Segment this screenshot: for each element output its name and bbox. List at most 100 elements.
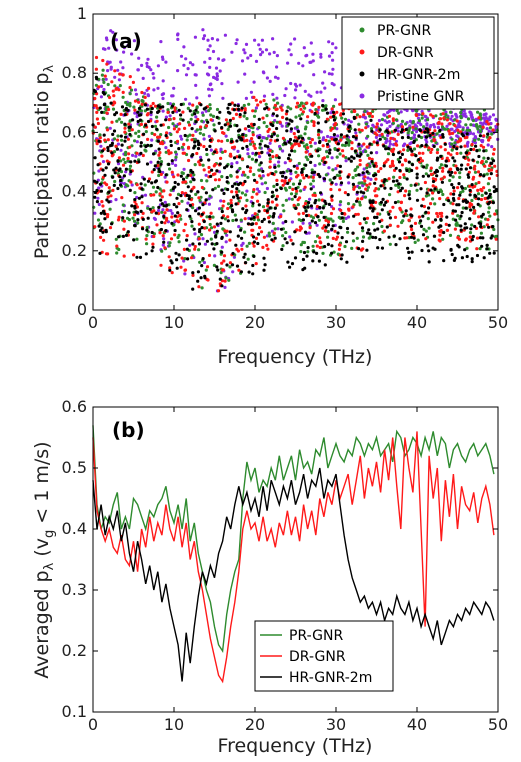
point-a-dr-gnr — [127, 122, 131, 126]
point-a-pr-gnr — [341, 219, 345, 223]
point-a-pr-gnr — [283, 186, 287, 190]
point-a-dr-gnr — [335, 235, 339, 239]
point-a-hr-gnr-2m — [200, 212, 204, 216]
point-a-hr-gnr-2m — [490, 234, 494, 238]
point-a-pr-gnr — [326, 217, 330, 221]
point-a-dr-gnr — [165, 180, 169, 184]
point-a-dr-gnr — [333, 229, 337, 233]
point-a-hr-gnr-2m — [251, 201, 255, 205]
point-a-hr-gnr-2m — [425, 127, 429, 131]
panel-b-xtick-label: 30 — [326, 715, 346, 734]
point-a-dr-gnr — [128, 85, 132, 90]
point-a-dr-gnr — [400, 125, 404, 129]
point-a-pr-gnr — [100, 73, 104, 77]
point-a-pristine-gnr — [130, 183, 134, 187]
point-a-hr-gnr-2m — [442, 230, 446, 235]
point-a-pristine-gnr — [488, 115, 492, 119]
point-a-pr-gnr — [223, 217, 227, 221]
point-a-pr-gnr — [400, 119, 405, 123]
point-a-pr-gnr — [200, 119, 204, 123]
point-a-pr-gnr — [209, 237, 213, 241]
point-a-pr-gnr — [101, 116, 105, 120]
point-a-pristine-gnr — [302, 46, 306, 50]
point-a-hr-gnr-2m — [103, 212, 107, 216]
point-a-pr-gnr — [451, 175, 455, 179]
point-a-pr-gnr — [478, 247, 482, 251]
point-a-dr-gnr — [395, 143, 399, 147]
point-a-pristine-gnr — [194, 73, 198, 77]
point-a-dr-gnr — [360, 196, 364, 201]
point-a-hr-gnr-2m — [293, 256, 298, 260]
panel-a-ytick-label: 0.6 — [62, 122, 87, 141]
point-a-pr-gnr — [458, 217, 462, 221]
point-a-dr-gnr — [415, 113, 419, 118]
point-a-dr-gnr — [190, 138, 194, 142]
point-a-hr-gnr-2m — [275, 182, 279, 187]
point-a-dr-gnr — [427, 146, 431, 150]
point-a-pr-gnr — [439, 163, 443, 167]
point-a-hr-gnr-2m — [426, 244, 430, 248]
point-a-pristine-gnr — [262, 136, 266, 140]
point-a-pr-gnr — [494, 234, 498, 238]
point-a-hr-gnr-2m — [415, 198, 420, 202]
point-a-hr-gnr-2m — [347, 129, 351, 133]
point-a-hr-gnr-2m — [285, 109, 289, 113]
point-a-pr-gnr — [197, 248, 201, 252]
point-a-pr-gnr — [364, 122, 368, 126]
point-a-hr-gnr-2m — [423, 130, 427, 134]
point-a-hr-gnr-2m — [150, 249, 154, 253]
point-a-hr-gnr-2m — [95, 180, 99, 184]
point-a-dr-gnr — [364, 187, 368, 191]
point-a-pristine-gnr — [287, 197, 291, 201]
point-a-hr-gnr-2m — [336, 231, 340, 235]
point-a-pr-gnr — [464, 123, 468, 127]
point-a-hr-gnr-2m — [373, 228, 377, 232]
point-a-hr-gnr-2m — [371, 235, 375, 239]
point-a-dr-gnr — [117, 88, 121, 92]
point-a-hr-gnr-2m — [139, 144, 143, 148]
point-a-pristine-gnr — [243, 51, 247, 55]
point-a-dr-gnr — [122, 219, 126, 223]
point-a-hr-gnr-2m — [203, 274, 207, 278]
point-a-pristine-gnr — [336, 134, 340, 138]
point-a-pr-gnr — [219, 271, 223, 275]
point-a-pr-gnr — [408, 126, 412, 130]
point-a-dr-gnr — [268, 149, 272, 153]
point-a-hr-gnr-2m — [285, 117, 289, 121]
point-a-pristine-gnr — [104, 77, 108, 81]
point-a-dr-gnr — [141, 153, 145, 158]
point-a-hr-gnr-2m — [492, 185, 496, 189]
point-a-pristine-gnr — [254, 106, 258, 110]
point-a-dr-gnr — [471, 177, 475, 181]
point-a-dr-gnr — [197, 237, 201, 241]
point-a-pristine-gnr — [424, 138, 428, 142]
point-a-pr-gnr — [244, 193, 248, 197]
point-a-dr-gnr — [221, 268, 225, 272]
point-a-pristine-gnr — [383, 113, 387, 117]
point-a-dr-gnr — [403, 236, 407, 240]
point-a-dr-gnr — [306, 115, 310, 119]
point-a-pristine-gnr — [307, 231, 311, 235]
point-a-dr-gnr — [159, 263, 163, 267]
point-a-dr-gnr — [446, 151, 450, 155]
point-a-hr-gnr-2m — [270, 134, 274, 139]
point-a-hr-gnr-2m — [95, 200, 99, 204]
point-a-dr-gnr — [106, 138, 110, 142]
point-a-dr-gnr — [250, 137, 254, 141]
point-a-dr-gnr — [481, 125, 485, 129]
point-a-hr-gnr-2m — [425, 191, 429, 195]
point-a-pr-gnr — [355, 113, 359, 117]
point-a-pr-gnr — [122, 157, 126, 161]
point-a-hr-gnr-2m — [459, 224, 463, 228]
point-a-pr-gnr — [195, 128, 199, 132]
point-a-hr-gnr-2m — [173, 228, 177, 233]
point-a-hr-gnr-2m — [288, 265, 292, 269]
point-a-dr-gnr — [335, 110, 339, 114]
point-a-pristine-gnr — [117, 78, 121, 82]
point-a-pr-gnr — [429, 169, 433, 173]
point-a-pristine-gnr — [186, 201, 190, 205]
point-a-pr-gnr — [487, 188, 492, 192]
point-a-dr-gnr — [158, 151, 162, 155]
point-a-pr-gnr — [369, 127, 374, 131]
point-a-pr-gnr — [420, 116, 424, 120]
